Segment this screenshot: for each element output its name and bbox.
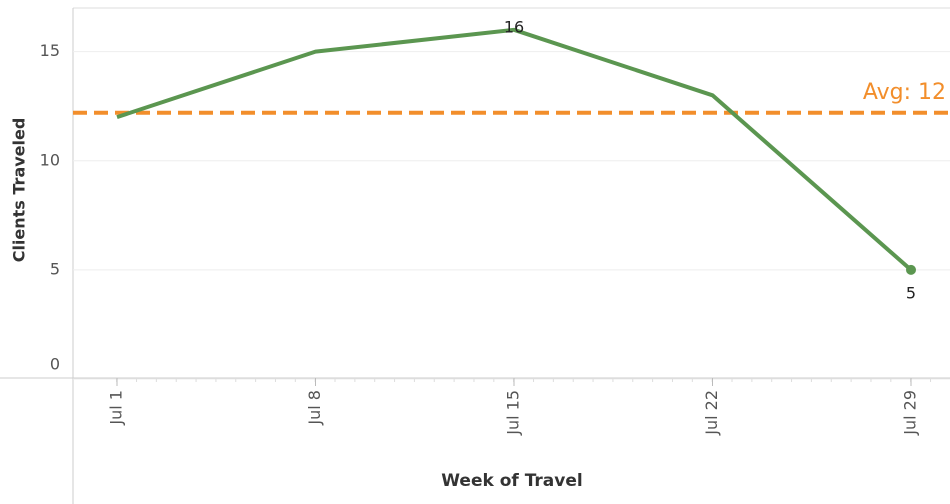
x-tick-label: Jul 1	[107, 390, 126, 426]
y-tick-label: 15	[40, 41, 60, 60]
y-axis-title: Clients Traveled	[10, 118, 29, 263]
y-tick-label: 5	[50, 259, 60, 278]
end-point	[906, 264, 916, 275]
series-line	[116, 27, 913, 272]
x-tick-label: Jul 8	[305, 390, 324, 426]
data-label: 16	[504, 17, 524, 36]
x-axis-title: Week of Travel	[441, 471, 582, 491]
x-tick-label: Jul 15	[504, 390, 523, 436]
y-tick-label: 10	[40, 150, 60, 169]
y-tick-label: 0	[50, 355, 60, 374]
average-label: Avg: 12	[863, 80, 946, 105]
x-tick-label: Jul 22	[702, 390, 721, 436]
data-label: 5	[906, 283, 916, 302]
x-tick-label: Jul 29	[901, 390, 920, 436]
